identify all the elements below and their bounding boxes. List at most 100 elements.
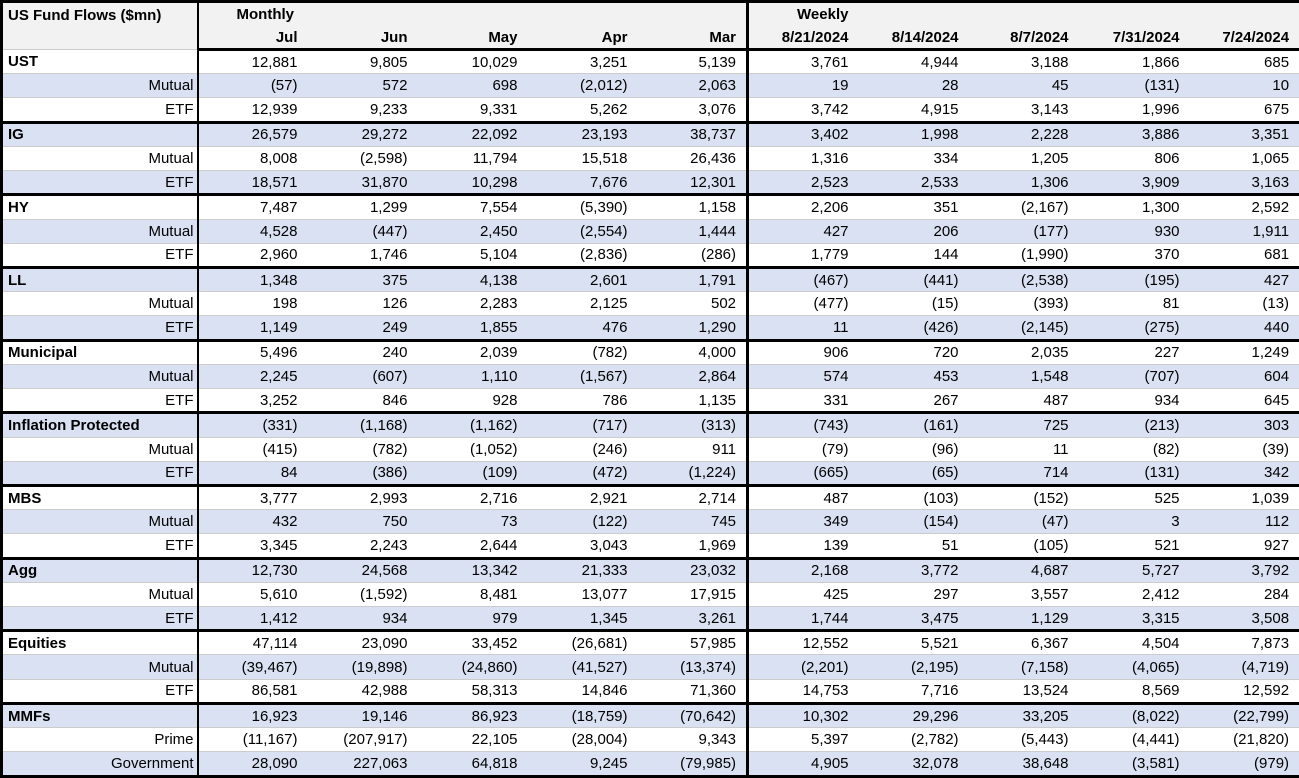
- cell-value: 3,761: [746, 48, 859, 74]
- column-header-row: Jul Jun May Apr Mar 8/21/2024 8/14/2024 8/7/202…: [2, 26, 1299, 51]
- cell-value: (393): [968, 291, 1079, 316]
- cell-value: 806: [1078, 145, 1190, 171]
- cell-value: 16,923: [197, 701, 308, 728]
- cell-value: 2,714: [637, 483, 748, 510]
- cell-value: 2,206: [746, 193, 859, 220]
- monthly-column-header: May: [417, 26, 528, 51]
- cell-value: 198: [197, 291, 308, 316]
- sub-row: ETF 2,960 1,746 5,104 (2,836) (286) 1,779 144 (1…: [1, 242, 1299, 268]
- cell-value: 1,911: [1189, 218, 1299, 244]
- cell-value: (1,224): [637, 460, 748, 486]
- cell-value: 1,969: [637, 533, 748, 559]
- cell-value: 1,855: [417, 315, 528, 341]
- cell-value: 645: [1189, 388, 1299, 413]
- cell-value: 685: [1189, 48, 1299, 74]
- cell-value: 2,125: [527, 291, 638, 316]
- cell-value: (213): [1078, 411, 1190, 437]
- cell-value: (4,719): [1189, 654, 1299, 680]
- monthly-column-header: Jun: [307, 26, 418, 51]
- cell-value: 8,008: [197, 145, 308, 171]
- cell-value: 2,864: [637, 363, 748, 389]
- cell-value: (4,065): [1078, 654, 1190, 680]
- cell-value: 846: [307, 388, 418, 413]
- cell-value: (109): [417, 460, 528, 486]
- cell-value: (22,799): [1189, 701, 1299, 728]
- cell-value: 9,245: [527, 751, 638, 777]
- cell-value: 3,315: [1078, 606, 1190, 631]
- cell-value: 3,792: [1189, 556, 1299, 583]
- sub-row: Mutual (57) 572 698 (2,012) 2,063 19 28 45 (131) 1…: [1, 73, 1299, 98]
- cell-value: 18,571: [197, 170, 308, 195]
- cell-value: (1,592): [307, 581, 418, 607]
- cell-value: 714: [968, 460, 1079, 486]
- cell-value: 12,552: [746, 629, 859, 655]
- cell-value: 64,818: [417, 751, 528, 777]
- cell-value: 427: [746, 218, 859, 244]
- cell-value: 351: [858, 193, 969, 220]
- row-label: Mutual: [1, 581, 199, 607]
- cell-value: (979): [1189, 751, 1299, 777]
- cell-value: 2,245: [197, 363, 308, 389]
- cell-value: 1,149: [197, 315, 308, 341]
- cell-value: 3,188: [968, 48, 1079, 74]
- cell-value: (2,538): [968, 265, 1079, 292]
- sub-row: Government 28,090 227,063 64,818 9,245 (79,98…: [1, 751, 1299, 777]
- cell-value: 3,043: [527, 533, 638, 559]
- cell-value: 51: [858, 533, 969, 559]
- cell-value: 11: [968, 436, 1079, 462]
- cell-value: (2,012): [527, 73, 638, 98]
- cell-value: (82): [1078, 436, 1190, 462]
- cell-value: 3,909: [1078, 170, 1190, 195]
- cell-value: 13,524: [968, 678, 1079, 704]
- cell-value: 4,915: [858, 97, 969, 123]
- cell-value: 927: [1189, 533, 1299, 559]
- sub-row: Mutual 2,245 (607) 1,110 (1,567) 2,864 574 453 1…: [1, 363, 1299, 389]
- row-label: ETF: [1, 533, 199, 559]
- cell-value: (7,158): [968, 654, 1079, 680]
- cell-value: 1,306: [968, 170, 1079, 195]
- cell-value: (2,145): [968, 315, 1079, 341]
- cell-value: 979: [417, 606, 528, 631]
- cell-value: 370: [1078, 242, 1190, 268]
- cell-value: 1,065: [1189, 145, 1299, 171]
- row-label: ETF: [1, 606, 199, 631]
- cell-value: 5,139: [637, 48, 748, 74]
- sub-row: Mutual 8,008 (2,598) 11,794 15,518 26,436 1,31…: [1, 145, 1299, 171]
- row-label: ETF: [1, 242, 199, 268]
- weekly-column-header: 8/21/2024: [746, 26, 859, 51]
- cell-value: 1,746: [307, 242, 418, 268]
- cell-value: 911: [637, 436, 748, 462]
- row-label: Government: [1, 751, 199, 777]
- cell-value: 10: [1189, 73, 1299, 98]
- cell-value: (41,527): [527, 654, 638, 680]
- weekly-column-header: 7/31/2024: [1078, 26, 1190, 51]
- cell-value: (2,167): [968, 193, 1079, 220]
- cell-value: 12,592: [1189, 678, 1299, 704]
- group-row-municipal: Municipal 5,496 240 2,039 (782) 4,000 906 720 2,…: [1, 338, 1299, 365]
- cell-value: (13,374): [637, 654, 748, 680]
- cell-value: (103): [858, 483, 969, 510]
- cell-value: 4,528: [197, 218, 308, 244]
- cell-value: (161): [858, 411, 969, 437]
- cell-value: (447): [307, 218, 418, 244]
- row-label: Equities: [1, 629, 199, 655]
- cell-value: (96): [858, 436, 969, 462]
- cell-value: (1,162): [417, 411, 528, 437]
- cell-value: (21,820): [1189, 727, 1299, 752]
- cell-value: 1,444: [637, 218, 748, 244]
- weekly-column-header: 8/7/2024: [968, 26, 1079, 51]
- cell-value: 2,168: [746, 556, 859, 583]
- cell-value: 425: [746, 581, 859, 607]
- cell-value: 1,205: [968, 145, 1079, 171]
- cell-value: (131): [1078, 73, 1190, 98]
- cell-value: 47,114: [197, 629, 308, 655]
- cell-value: 14,753: [746, 678, 859, 704]
- row-label: Mutual: [1, 291, 199, 316]
- cell-value: 2,228: [968, 120, 1079, 147]
- sub-row: Mutual 5,610 (1,592) 8,481 13,077 17,915 425 29…: [1, 581, 1299, 607]
- cell-value: 19,146: [307, 701, 418, 728]
- cell-value: (743): [746, 411, 859, 437]
- sub-row: ETF 1,412 934 979 1,345 3,261 1,744 3,475 1,129 3…: [1, 606, 1299, 631]
- weekly-section-label: Weekly: [746, 1, 1299, 27]
- row-label: Mutual: [1, 145, 199, 171]
